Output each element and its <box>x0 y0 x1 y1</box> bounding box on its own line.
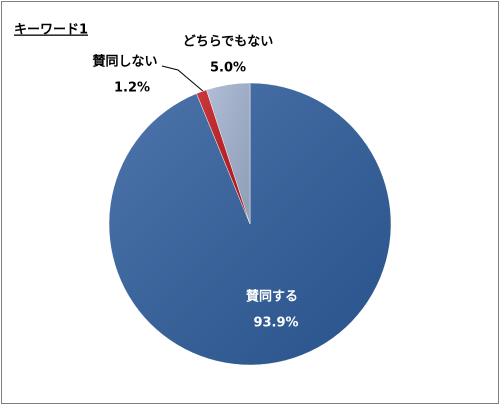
slice-label: 賛同する <box>246 289 298 305</box>
value-label: 93.9% <box>253 316 298 331</box>
slice-label: 賛同しない <box>92 54 157 70</box>
chart-title: キーワード1 <box>14 23 88 38</box>
slice-label: どちらでもない <box>183 35 274 50</box>
value-label: 1.2% <box>114 81 150 96</box>
value-label: 5.0% <box>210 61 246 76</box>
